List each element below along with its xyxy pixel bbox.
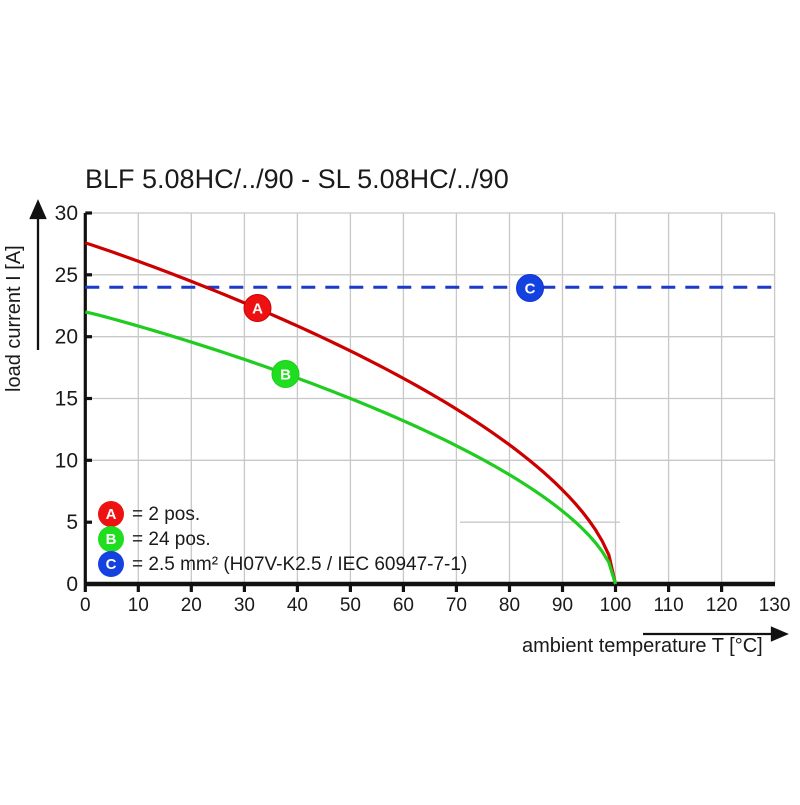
svg-text:25: 25 — [55, 264, 78, 287]
svg-text:130: 130 — [759, 595, 791, 616]
svg-text:20: 20 — [181, 595, 202, 616]
svg-text:0: 0 — [80, 595, 91, 616]
svg-text:20: 20 — [55, 326, 78, 349]
svg-text:B: B — [106, 531, 117, 548]
svg-text:= 24 pos.: = 24 pos. — [132, 529, 211, 550]
svg-text:5: 5 — [66, 511, 78, 534]
svg-text:90: 90 — [552, 595, 573, 616]
svg-text:100: 100 — [600, 595, 632, 616]
svg-text:60: 60 — [393, 595, 414, 616]
svg-text:A: A — [252, 301, 263, 318]
svg-text:120: 120 — [706, 595, 738, 616]
svg-text:110: 110 — [653, 595, 683, 616]
svg-text:BLF 5.08HC/../90 - SL 5.08HC/.: BLF 5.08HC/../90 - SL 5.08HC/../90 — [85, 164, 509, 194]
svg-text:15: 15 — [55, 388, 78, 411]
svg-text:10: 10 — [55, 449, 78, 472]
svg-text:A: A — [106, 506, 117, 523]
svg-text:0: 0 — [66, 573, 78, 596]
svg-text:70: 70 — [446, 595, 467, 616]
svg-text:40: 40 — [287, 595, 308, 616]
svg-text:30: 30 — [234, 595, 255, 616]
svg-text:load current I [A]: load current I [A] — [3, 245, 25, 392]
svg-text:= 2 pos.: = 2 pos. — [132, 504, 200, 525]
svg-text:ambient temperature T [°C]: ambient temperature T [°C] — [522, 635, 763, 657]
svg-text:50: 50 — [340, 595, 361, 616]
svg-text:B: B — [280, 367, 291, 384]
svg-text:80: 80 — [499, 595, 520, 616]
svg-text:= 2.5 mm² (H07V-K2.5 / IEC 609: = 2.5 mm² (H07V-K2.5 / IEC 60947-7-1) — [132, 554, 467, 575]
svg-text:10: 10 — [128, 595, 149, 616]
svg-text:C: C — [525, 281, 536, 298]
svg-text:C: C — [106, 556, 117, 573]
svg-text:30: 30 — [55, 202, 78, 225]
